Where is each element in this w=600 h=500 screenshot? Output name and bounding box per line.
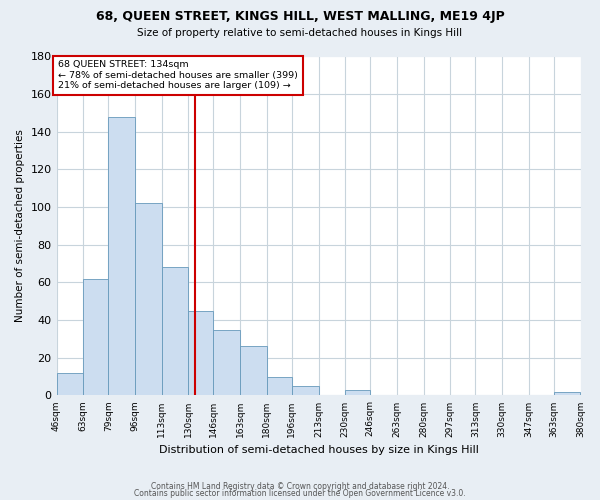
Bar: [135, 204, 161, 396]
Text: Size of property relative to semi-detached houses in Kings Hill: Size of property relative to semi-detach…: [137, 28, 463, 38]
X-axis label: Distribution of semi-detached houses by size in Kings Hill: Distribution of semi-detached houses by …: [158, 445, 478, 455]
Text: Contains public sector information licensed under the Open Government Licence v3: Contains public sector information licen…: [134, 490, 466, 498]
Bar: [267, 376, 292, 396]
Bar: [56, 373, 83, 396]
Bar: [188, 310, 214, 396]
Y-axis label: Number of semi-detached properties: Number of semi-detached properties: [15, 130, 25, 322]
Bar: [292, 386, 319, 396]
Bar: [83, 278, 109, 396]
Text: Contains HM Land Registry data © Crown copyright and database right 2024.: Contains HM Land Registry data © Crown c…: [151, 482, 449, 491]
Bar: [214, 330, 240, 396]
Bar: [109, 117, 135, 396]
Bar: [240, 346, 267, 396]
Text: 68, QUEEN STREET, KINGS HILL, WEST MALLING, ME19 4JP: 68, QUEEN STREET, KINGS HILL, WEST MALLI…: [95, 10, 505, 23]
Bar: [345, 390, 370, 396]
Bar: [554, 392, 580, 396]
Bar: [161, 268, 188, 396]
Text: 68 QUEEN STREET: 134sqm
← 78% of semi-detached houses are smaller (399)
21% of s: 68 QUEEN STREET: 134sqm ← 78% of semi-de…: [58, 60, 298, 90]
